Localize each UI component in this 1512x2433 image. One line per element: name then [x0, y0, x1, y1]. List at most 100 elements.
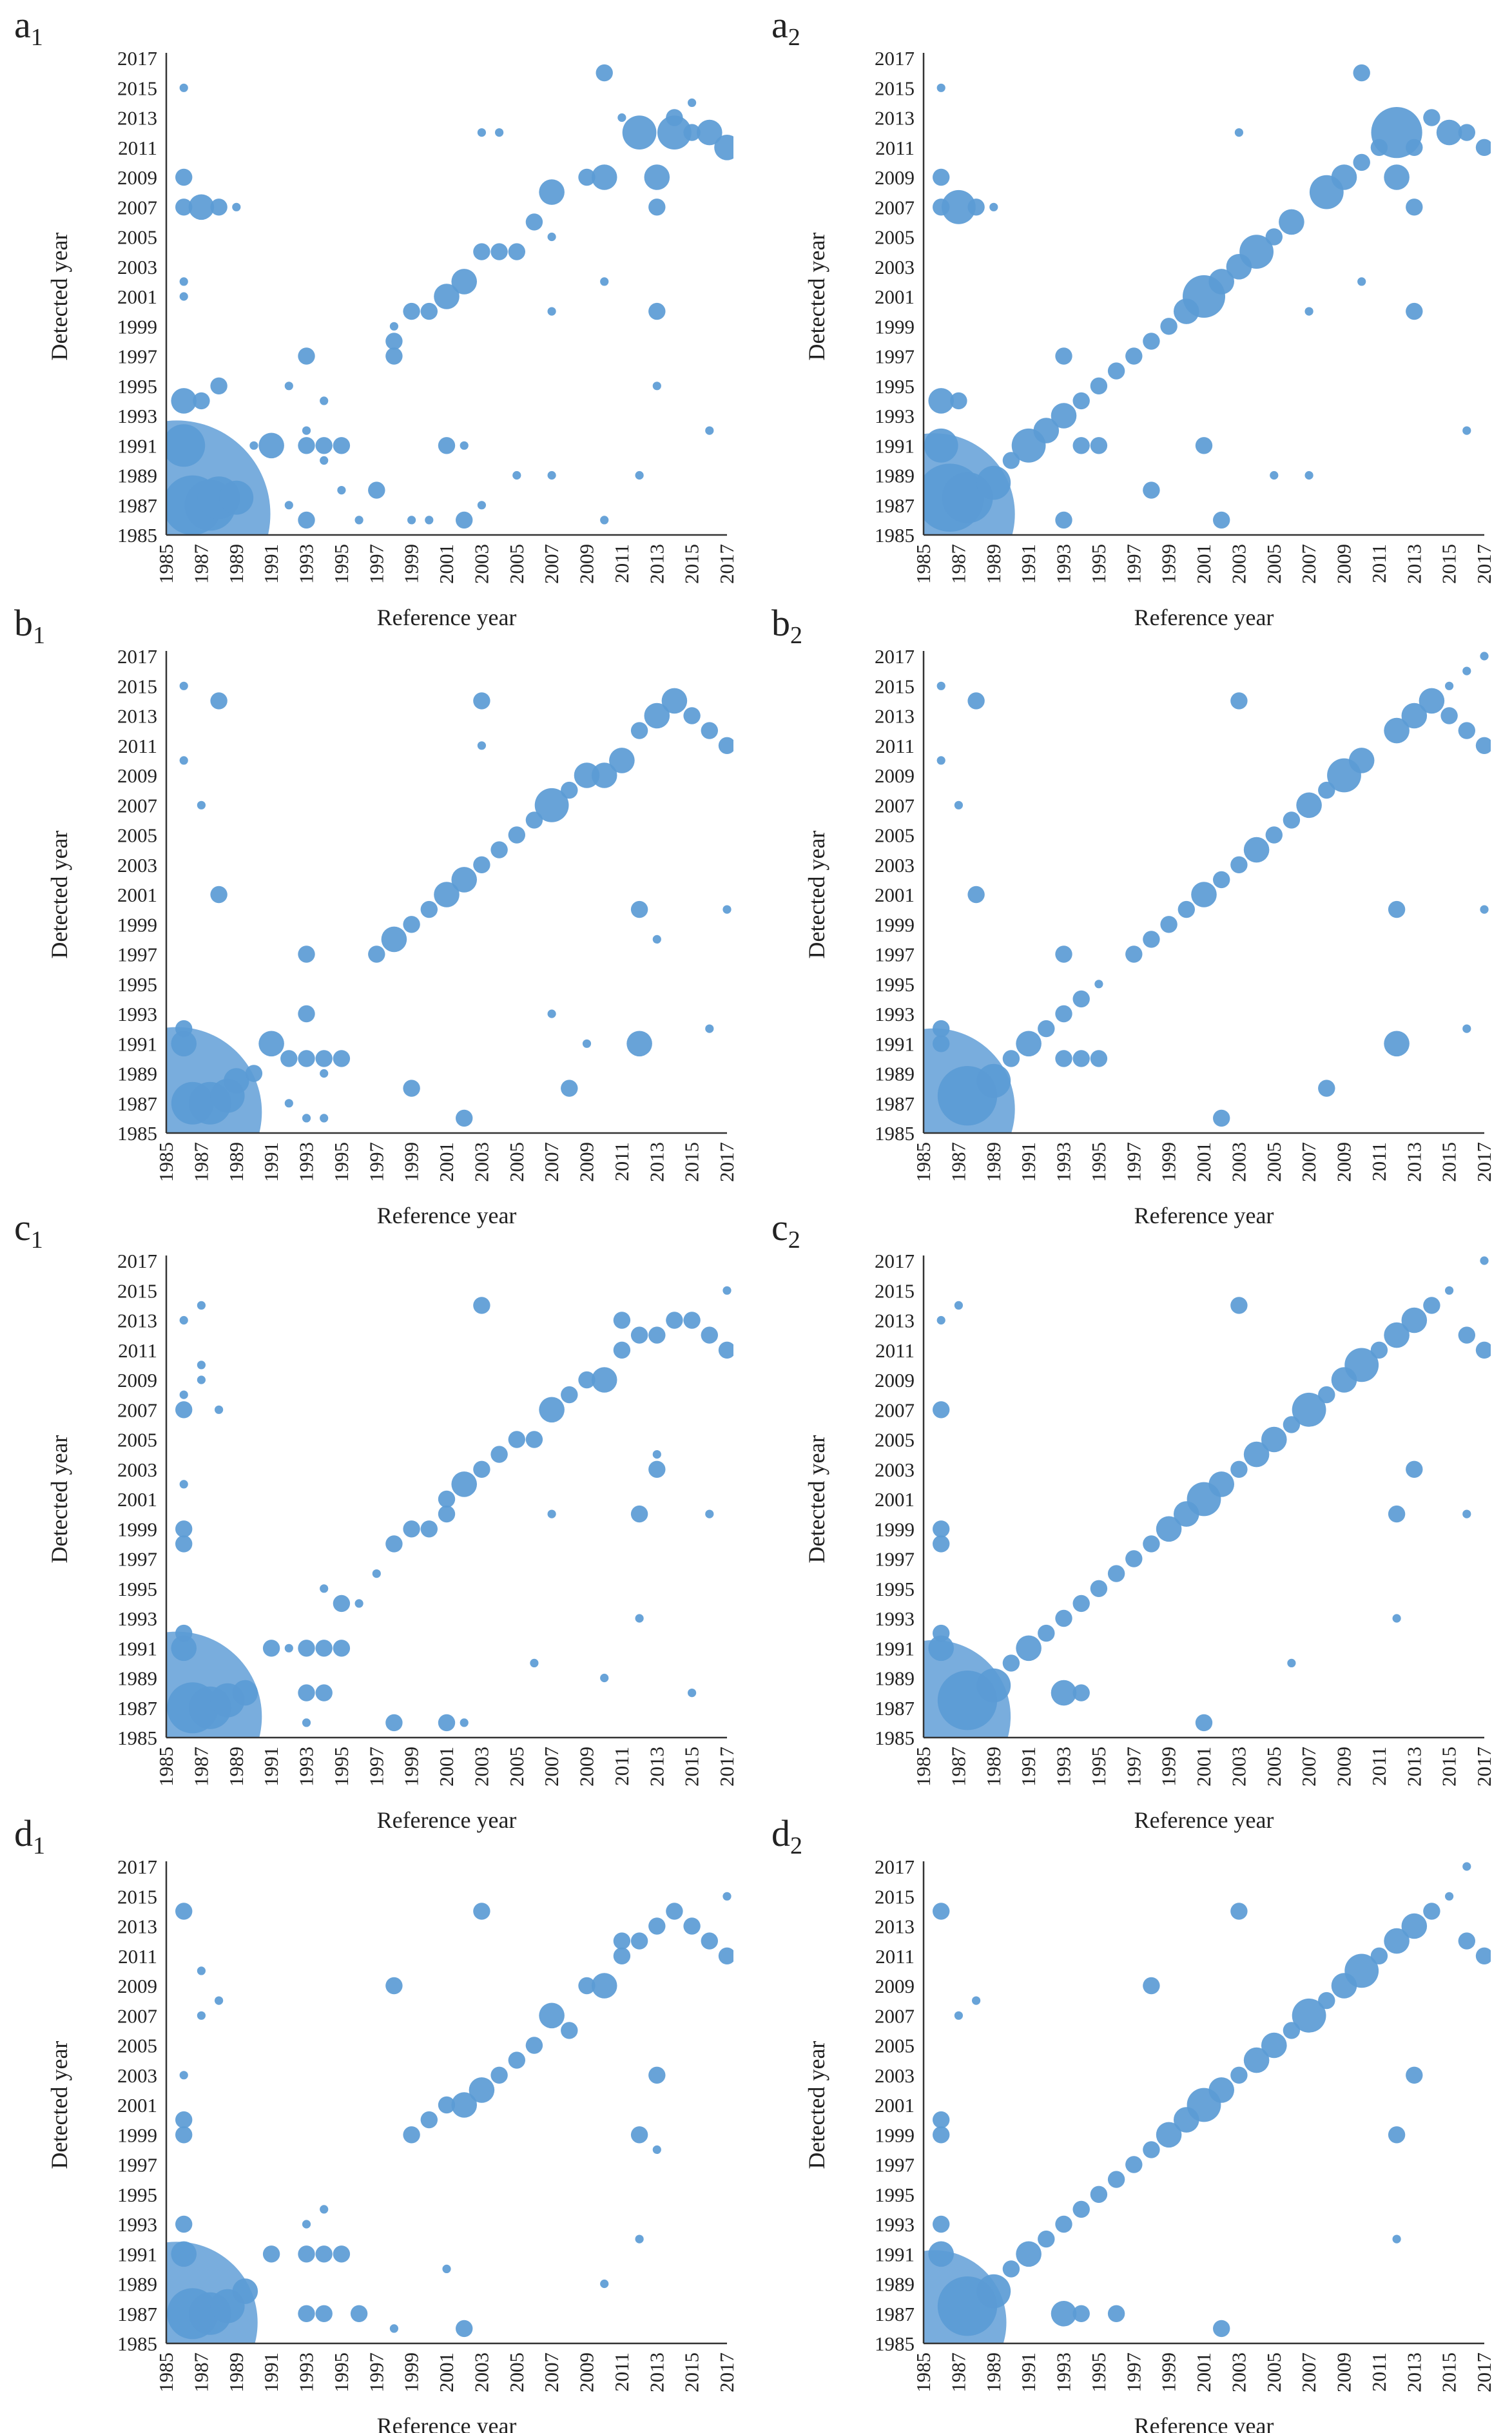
bubble-point — [451, 1471, 477, 1497]
x-tick-label: 2005 — [505, 1142, 528, 1182]
y-axis-title: Detected year — [46, 831, 72, 959]
bubble-layer — [166, 1286, 733, 1738]
y-tick-label: 2011 — [875, 1339, 915, 1362]
bubble-point — [368, 945, 385, 963]
bubble-point — [1107, 2171, 1125, 2188]
bubble-point — [1265, 826, 1283, 844]
x-tick-label: 1993 — [295, 544, 318, 584]
bubble-point — [298, 1050, 315, 1067]
bubble-point — [936, 1315, 945, 1325]
y-tick-label: 2005 — [875, 226, 915, 249]
bubble-point — [298, 1684, 315, 1701]
y-tick-label: 1999 — [117, 1518, 157, 1540]
bubble-point — [574, 762, 600, 788]
bubble-point — [438, 1505, 456, 1523]
y-tick-label: 2009 — [117, 166, 157, 189]
y-tick-label: 1995 — [117, 2184, 157, 2206]
bubble-point — [613, 1947, 631, 1964]
y-tick-label: 1987 — [875, 1697, 915, 1720]
bubble-point — [666, 1312, 683, 1329]
bubble-point — [561, 1080, 578, 1097]
bubble-point — [578, 1977, 596, 1995]
bubble-point — [613, 1312, 631, 1329]
y-tick-label: 1991 — [875, 1637, 915, 1660]
bubble-point — [385, 1977, 403, 1995]
bubble-point — [262, 1640, 280, 1657]
y-tick-label: 1999 — [117, 913, 157, 936]
bubble-point — [591, 762, 617, 788]
bubble-point — [1265, 228, 1283, 246]
bubble-point — [438, 437, 456, 454]
x-tick-label: 2009 — [576, 1747, 598, 1787]
y-tick-label: 2007 — [875, 196, 915, 218]
y-tick-label: 1995 — [117, 1578, 157, 1600]
bubble-point — [1353, 64, 1370, 82]
x-tick-label: 1999 — [1158, 2352, 1180, 2392]
bubble-point — [354, 1599, 363, 1608]
x-tick-label: 1991 — [260, 544, 282, 584]
x-tick-label: 2007 — [1297, 544, 1320, 584]
y-tick-label: 2013 — [875, 1310, 915, 1332]
x-tick-label: 2001 — [435, 544, 458, 584]
y-tick-label: 1989 — [117, 2273, 157, 2296]
bubble-point — [175, 2111, 193, 2129]
x-tick-label: 1989 — [225, 2352, 247, 2392]
bubble-point — [1462, 1509, 1471, 1518]
y-tick-label: 1989 — [875, 1063, 915, 1085]
bubble-point — [495, 128, 504, 137]
x-tick-label: 2013 — [645, 1142, 668, 1182]
bubble-point — [175, 199, 193, 216]
y-tick-label: 2001 — [875, 286, 915, 308]
y-tick-label: 1993 — [117, 405, 157, 427]
x-tick-label: 2013 — [1402, 2352, 1425, 2392]
bubble-point — [722, 905, 732, 914]
bubble-point — [298, 1640, 315, 1657]
y-tick-label: 2015 — [875, 1885, 915, 1908]
y-tick-label: 2017 — [875, 47, 915, 70]
x-tick-label: 1993 — [1052, 1142, 1075, 1182]
bubble-point — [1213, 871, 1230, 889]
y-tick-label: 1991 — [875, 2243, 915, 2265]
y-tick-label: 1985 — [875, 1122, 915, 1145]
bubble-point — [438, 2096, 456, 2114]
y-tick-label: 2013 — [875, 705, 915, 728]
y-tick-label: 2011 — [118, 1339, 157, 1362]
y-tick-label: 2007 — [117, 2004, 157, 2027]
x-tick-label: 2005 — [1263, 1142, 1285, 1182]
y-tick-label: 2007 — [875, 794, 915, 817]
bubble-layer — [924, 1862, 1491, 2343]
x-tick-label: 1989 — [225, 544, 247, 584]
x-tick-label: 1987 — [947, 1747, 969, 1787]
x-tick-label: 2017 — [715, 1747, 738, 1787]
bubble-point — [630, 1326, 648, 1344]
x-tick-label: 2017 — [715, 544, 738, 584]
bubble-point — [1055, 945, 1072, 963]
y-tick-label: 2017 — [117, 1250, 157, 1272]
bubble-point — [652, 382, 661, 391]
y-tick-label: 1987 — [117, 494, 157, 517]
bubble-point — [179, 2071, 188, 2080]
bubble-point — [298, 347, 315, 365]
panel-label: c2 — [771, 1207, 800, 1254]
bubble-point — [630, 1505, 648, 1523]
bubble-point — [215, 1405, 224, 1414]
bubble-layer — [166, 1892, 733, 2343]
bubble-point — [197, 1301, 206, 1310]
x-axis-title: Reference year — [377, 1203, 517, 1228]
bubble-point — [1353, 153, 1370, 171]
bubble-point — [302, 2220, 311, 2229]
y-tick-label: 2015 — [117, 77, 157, 99]
bubble-point — [442, 2264, 451, 2273]
bubble-point — [976, 465, 1011, 500]
y-tick-label: 2017 — [875, 1856, 915, 1878]
bubble-point — [928, 2241, 954, 2267]
bubble-point — [179, 292, 188, 301]
chart-panel-a1: a1 1985 1987 1989 1991 1993 1995 1997 1999 2001 20… — [14, 4, 738, 630]
bubble-point — [648, 199, 666, 216]
y-tick-label: 2003 — [117, 256, 157, 278]
bubble-point — [648, 1326, 666, 1344]
bubble-point — [368, 481, 385, 499]
bubble-point — [954, 2011, 963, 2020]
x-tick-label: 1985 — [155, 544, 177, 584]
